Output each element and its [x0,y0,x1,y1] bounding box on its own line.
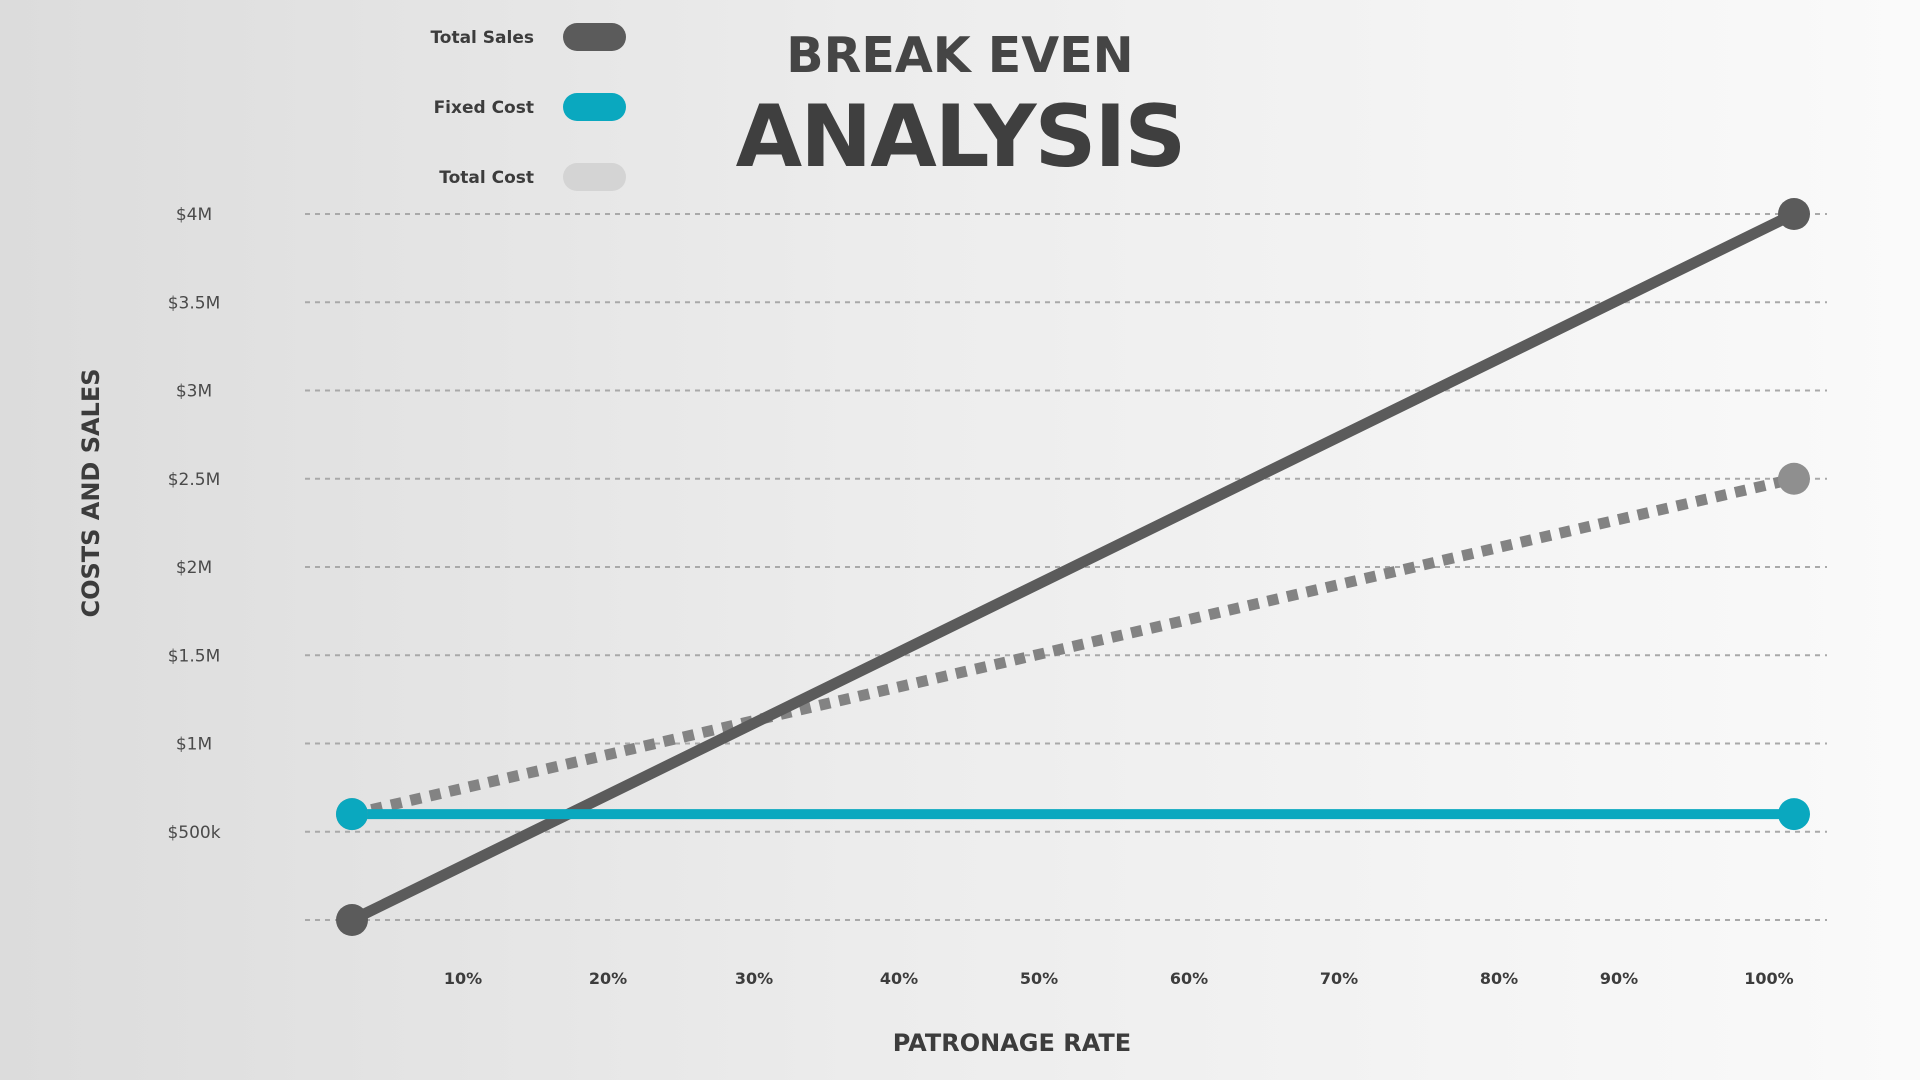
marker-total-cost [1778,462,1810,495]
series-line-total-cost [350,473,1796,820]
legend-swatch [563,23,626,51]
chart-title: BREAK EVEN ANALYSIS [736,27,1187,187]
legend: Total Sales Fixed Cost Total Cost [430,23,626,191]
y-tick-label: $3M [176,382,212,402]
chart-title-line1: BREAK EVEN [786,27,1133,84]
x-tick-label: 80% [1480,969,1518,988]
legend-swatch [563,163,626,191]
x-tick-label: 20% [589,969,627,988]
marker-total-sales [1778,198,1810,230]
x-axis-label: PATRONAGE RATE [893,1029,1131,1057]
y-axis-label: COSTS AND SALES [77,368,105,617]
y-tick-label: $1.5M [168,646,221,666]
legend-label: Total Sales [430,28,534,48]
y-tick-label: $2M [176,558,212,578]
x-tick-label: 60% [1170,969,1208,988]
marker-fixed-cost [336,798,368,831]
x-tick-label: 50% [1020,969,1058,988]
y-tick-label: $2.5M [168,470,221,490]
series-markers [336,198,1810,936]
legend-label: Fixed Cost [434,98,534,118]
x-tick-label: 10% [444,969,482,988]
x-axis-ticks: 10% 20% 30% 40% 50% 60% 70% 80% 90% 100% [444,969,1794,988]
x-tick-label: 100% [1744,969,1793,988]
legend-label: Total Cost [439,168,534,188]
series-line-total-sales [346,208,1800,926]
series-lines [346,208,1800,926]
x-tick-label: 70% [1320,969,1358,988]
marker-fixed-cost [1778,798,1810,831]
x-tick-label: 90% [1600,969,1638,988]
x-tick-label: 40% [880,969,918,988]
y-tick-label: $3.5M [168,293,221,313]
chart-title-line2: ANALYSIS [736,87,1185,187]
legend-swatch [563,93,626,121]
x-tick-label: 30% [735,969,773,988]
y-tick-label: $500k [167,823,220,843]
marker-total-sales [336,904,368,936]
y-tick-label: $4M [176,205,212,225]
y-axis-ticks: $500k $1M $1.5M $2M $2.5M $3M $3.5M $4M [167,205,220,843]
y-tick-label: $1M [176,735,212,755]
